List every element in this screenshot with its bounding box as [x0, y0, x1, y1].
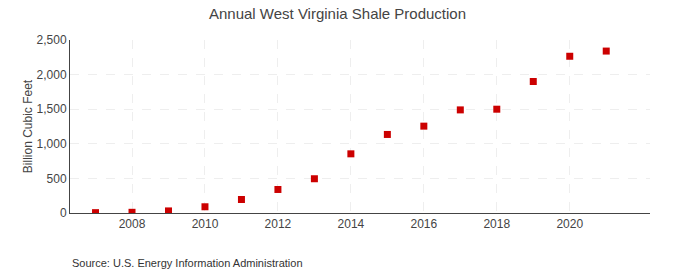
- svg-text:Billion Cubic Feet: Billion Cubic Feet: [21, 79, 35, 173]
- svg-text:1,000: 1,000: [37, 137, 67, 151]
- svg-text:Annual West Virginia Shale Pro: Annual West Virginia Shale Production: [209, 5, 466, 22]
- svg-text:Source: U.S. Energy Informatio: Source: U.S. Energy Information Administ…: [72, 257, 303, 269]
- svg-text:2010: 2010: [192, 217, 219, 231]
- svg-text:500: 500: [47, 172, 67, 186]
- svg-text:2014: 2014: [338, 217, 365, 231]
- svg-text:2012: 2012: [265, 217, 292, 231]
- svg-text:2020: 2020: [556, 217, 583, 231]
- svg-text:2016: 2016: [410, 217, 437, 231]
- svg-text:2,000: 2,000: [37, 68, 67, 82]
- svg-text:1,500: 1,500: [37, 102, 67, 116]
- svg-text:0: 0: [60, 206, 67, 220]
- svg-text:2,500: 2,500: [37, 33, 67, 47]
- svg-text:2018: 2018: [483, 217, 510, 231]
- svg-text:2008: 2008: [119, 217, 146, 231]
